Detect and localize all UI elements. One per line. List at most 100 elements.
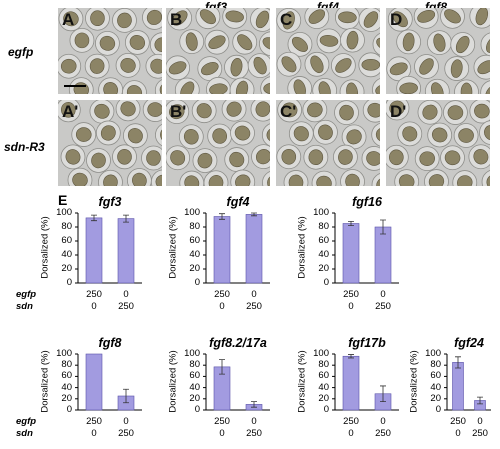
embryo	[63, 11, 79, 27]
x-tick-label-sdn: 250	[472, 428, 488, 439]
y-tick-label: 100	[313, 348, 329, 359]
y-axis-label: Dorsalized (%)	[296, 216, 308, 279]
y-tick-label: 0	[194, 404, 200, 415]
x-tick-label-sdn: 0	[348, 301, 354, 312]
bar	[342, 223, 360, 284]
embryo	[117, 12, 132, 29]
x-tick-label-egfp: 0	[251, 289, 257, 300]
embryo-photo	[58, 100, 162, 186]
embryo	[428, 174, 445, 186]
embryo-photo	[386, 100, 490, 186]
y-tick-label: 20	[430, 392, 441, 404]
embryo	[197, 152, 213, 169]
bar	[85, 217, 103, 284]
embryo-panel-b: B	[166, 8, 270, 94]
y-tick-label: 80	[318, 221, 329, 232]
embryo	[473, 149, 489, 165]
y-tick-label: 20	[61, 263, 72, 274]
embryo	[288, 174, 304, 186]
embryo-photo	[58, 8, 162, 94]
embryo	[159, 82, 162, 94]
panel-letter: A	[62, 10, 75, 29]
embryo	[120, 57, 136, 73]
embryo	[422, 104, 438, 120]
x-tick-label-egfp: 0	[251, 416, 257, 427]
embryo	[339, 104, 354, 121]
embryo	[171, 10, 188, 26]
condition-label-sdn: sdn	[16, 428, 33, 439]
x-tick-label-sdn: 250	[118, 428, 134, 439]
embryo	[402, 32, 415, 52]
embryo	[253, 56, 267, 75]
y-tick-label: 100	[184, 207, 200, 218]
embryo	[477, 60, 490, 75]
x-tick-label-egfp: 0	[380, 416, 386, 427]
embryo	[99, 35, 116, 51]
chart-title: fgf4	[226, 195, 250, 209]
embryo	[146, 9, 162, 25]
embryo	[486, 36, 490, 54]
embryo	[431, 82, 444, 94]
embryo	[444, 9, 461, 24]
y-tick-label: 20	[189, 392, 200, 404]
x-tick-label-egfp: 0	[380, 289, 386, 300]
y-tick-label: 60	[430, 370, 441, 382]
chart-plot	[332, 353, 399, 411]
embryo	[129, 34, 146, 50]
embryo	[485, 84, 490, 94]
bar	[245, 214, 263, 284]
error-bar	[455, 356, 461, 369]
embryo	[230, 57, 243, 77]
chorion	[155, 123, 162, 147]
y-tick-label: 80	[318, 359, 329, 371]
y-tick-label: 60	[189, 370, 200, 382]
embryo	[475, 8, 489, 26]
error-bar	[219, 359, 225, 375]
error-bar	[348, 354, 354, 359]
y-axis-label: Dorsalized (%)	[39, 216, 51, 279]
x-tick-label-egfp: 0	[123, 416, 129, 427]
y-tick-label: 40	[61, 249, 72, 260]
embryo	[346, 82, 358, 94]
chart-title: fgf17b	[348, 336, 386, 350]
error-bar	[477, 396, 483, 405]
x-tick-label-egfp: 250	[214, 289, 230, 300]
embryo-panel-a: A	[58, 8, 162, 94]
y-axis-label: Dorsalized (%)	[167, 350, 179, 413]
embryo	[281, 56, 297, 73]
x-tick-label-egfp: 250	[343, 289, 359, 300]
y-tick-label: 20	[61, 392, 72, 404]
embryo	[263, 82, 270, 94]
y-tick-label: 100	[425, 348, 441, 359]
embryo-panel-b-prime: B'	[166, 100, 270, 186]
embryo	[281, 148, 297, 165]
bar	[452, 362, 464, 411]
y-tick-label: 100	[56, 207, 72, 218]
embryo	[419, 151, 435, 166]
chart-title: fgf16	[352, 195, 382, 209]
y-tick-label: 60	[189, 235, 200, 246]
chart-plot	[203, 212, 270, 284]
x-tick-label-egfp: 250	[214, 416, 230, 427]
x-tick-label-egfp: 250	[86, 289, 102, 300]
y-tick-label: 0	[323, 404, 329, 415]
embryo	[150, 58, 162, 74]
y-tick-label: 60	[318, 370, 329, 382]
embryo	[160, 127, 162, 143]
error-bar	[380, 219, 386, 235]
x-tick-label-sdn: 0	[91, 301, 97, 312]
y-tick-label: 100	[313, 207, 329, 218]
embryo	[184, 175, 200, 186]
embryo	[458, 128, 474, 143]
embryo	[345, 173, 360, 186]
embryo	[361, 59, 380, 71]
x-tick-label-egfp: 250	[343, 416, 359, 427]
x-tick-label-sdn: 0	[219, 301, 225, 312]
y-tick-label: 80	[430, 359, 441, 371]
embryo-panel-a-prime: A'	[58, 100, 162, 186]
error-bar	[219, 213, 225, 220]
x-tick-label-sdn: 0	[219, 428, 225, 439]
embryo	[455, 35, 470, 54]
embryo	[389, 62, 408, 76]
y-tick-label: 0	[66, 404, 72, 415]
